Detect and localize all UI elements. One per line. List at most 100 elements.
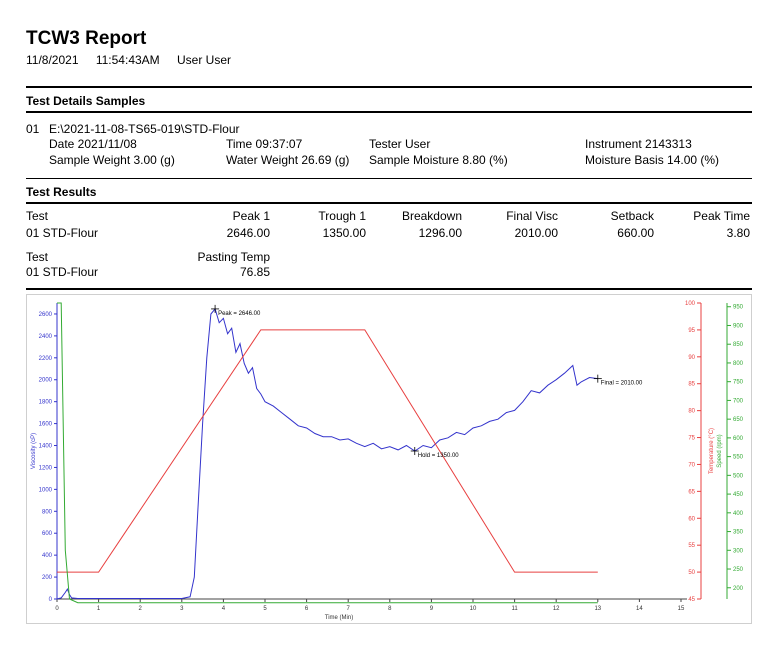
- results-header-breakdown: Breakdown: [401, 209, 462, 223]
- y-temp-tick-label: 65: [688, 489, 695, 495]
- divider: [26, 202, 752, 204]
- x-tick-label: 5: [263, 606, 267, 612]
- series-line-temperature: [57, 329, 598, 573]
- y-speed-tick-label: 700: [733, 398, 744, 404]
- sample-path: E:\2021-11-08-TS65-019\STD-Flour: [49, 122, 240, 136]
- x-axis-title: Time (Min): [325, 615, 353, 621]
- y-temp-tick-label: 45: [688, 597, 695, 603]
- y-temp-tick-label: 85: [688, 382, 695, 388]
- y-temp-tick-label: 100: [685, 301, 696, 307]
- results-header-trough: Trough 1: [318, 209, 366, 223]
- water-weight: Water Weight 26.69 (g): [226, 153, 350, 167]
- sample-instrument: Instrument 2143313: [585, 137, 692, 151]
- y-speed-tick-label: 750: [733, 380, 744, 386]
- y-temp-tick-label: 55: [688, 543, 695, 549]
- y-left-tick-label: 1200: [39, 465, 53, 471]
- y-temp-tick-label: 70: [688, 462, 695, 468]
- x-tick-label: 11: [511, 606, 518, 612]
- x-tick-label: 4: [222, 606, 226, 612]
- y-left-title: Viscosity (cP): [31, 433, 37, 469]
- y-speed-tick-label: 350: [733, 530, 744, 536]
- x-tick-label: 8: [388, 606, 392, 612]
- y-temp-tick-label: 80: [688, 409, 695, 415]
- results-cell-test: 01 STD-Flour: [26, 226, 99, 240]
- sample-tester: Tester User: [369, 137, 431, 151]
- y-temp-tick-label: 50: [688, 570, 695, 576]
- x-tick-label: 2: [139, 606, 143, 612]
- y-speed-tick-label: 800: [733, 361, 744, 367]
- report-date: 11/8/2021: [26, 53, 79, 67]
- y-left-tick-label: 200: [42, 575, 53, 581]
- results-heading: Test Results: [26, 185, 97, 199]
- y-left-tick-label: 1800: [39, 400, 53, 406]
- x-tick-label: 9: [430, 606, 434, 612]
- y-left-tick-label: 2200: [39, 356, 53, 362]
- y-temp-tick-label: 90: [688, 355, 695, 361]
- y-left-tick-label: 2000: [39, 378, 53, 384]
- divider: [26, 111, 752, 113]
- y-speed-tick-label: 450: [733, 492, 744, 498]
- y-temp-title: Temperature (°C): [709, 428, 715, 474]
- y-speed-tick-label: 550: [733, 455, 744, 461]
- x-tick-label: 14: [636, 606, 643, 612]
- y-temp-tick-label: 75: [688, 436, 695, 442]
- y-speed-title: Speed (rpm): [717, 434, 723, 467]
- y-left-tick-label: 1400: [39, 444, 53, 450]
- annotation-label: Hold = 1350.00: [418, 453, 460, 459]
- y-left-tick-label: 1000: [39, 487, 53, 493]
- x-tick-label: 0: [55, 606, 59, 612]
- results-header-test: Test: [26, 209, 49, 223]
- results-cell-peak: 2646.00: [226, 226, 270, 240]
- annotation-label: Peak = 2646.00: [218, 311, 261, 317]
- y-speed-tick-label: 250: [733, 567, 744, 573]
- sample-index: 01: [26, 122, 40, 136]
- y-speed-tick-label: 650: [733, 417, 744, 423]
- series-line-viscosity: [56, 307, 598, 600]
- y-left-tick-label: 600: [42, 531, 53, 537]
- details-heading: Test Details Samples: [26, 94, 146, 108]
- results-header-setback: Setback: [610, 209, 654, 223]
- divider: [26, 288, 752, 290]
- y-left-tick-label: 2400: [39, 334, 53, 340]
- results-header-peak: Peak 1: [232, 209, 270, 223]
- results-header-final-visc: Final Visc: [506, 209, 558, 223]
- results2-header-pasting-temp: Pasting Temp: [197, 250, 271, 264]
- results-cell-setback: 660.00: [617, 226, 654, 240]
- y-speed-tick-label: 900: [733, 323, 744, 329]
- y-left-tick-label: 2600: [39, 312, 53, 318]
- x-tick-label: 6: [305, 606, 309, 612]
- y-left-tick-label: 1600: [39, 422, 53, 428]
- report-time: 11:54:43AM: [95, 53, 160, 67]
- sample-date: Date 2021/11/08: [49, 137, 137, 151]
- x-tick-label: 12: [553, 606, 560, 612]
- report-title: TCW3 Report: [26, 28, 147, 49]
- moisture-basis: Moisture Basis 14.00 (%): [585, 153, 720, 167]
- report-user: User User: [177, 53, 232, 67]
- series-line-speed: [57, 302, 598, 604]
- x-tick-label: 1: [97, 606, 101, 612]
- x-tick-label: 10: [470, 606, 477, 612]
- y-speed-tick-label: 400: [733, 511, 744, 517]
- y-speed-tick-label: 850: [733, 342, 744, 348]
- sample-weight: Sample Weight 3.00 (g): [49, 153, 175, 167]
- y-temp-tick-label: 95: [688, 328, 695, 334]
- x-tick-label: 13: [594, 606, 601, 612]
- divider: [26, 86, 752, 88]
- results-cell-trough: 1350.00: [322, 226, 366, 240]
- x-tick-label: 15: [678, 606, 685, 612]
- sample-time: Time 09:37:07: [226, 137, 303, 151]
- results-cell-peak-time: 3.80: [726, 226, 750, 240]
- y-speed-tick-label: 200: [733, 586, 744, 592]
- results-cell-final-visc: 2010.00: [514, 226, 558, 240]
- y-left-tick-label: 400: [42, 553, 53, 559]
- y-speed-tick-label: 950: [733, 305, 744, 311]
- rva-chart: 0 1 2 3 4 5 6 7 8 9 10 11 12 13 14 15 Time (Min) 0 200 400 6…: [26, 294, 752, 624]
- y-left-tick-label: 0: [49, 597, 53, 603]
- y-speed-tick-label: 600: [733, 436, 744, 442]
- y-speed-tick-label: 500: [733, 473, 744, 479]
- annotation-label: Final = 2010.00: [601, 381, 643, 387]
- results-header-peak-time: Peak Time: [693, 209, 750, 223]
- x-tick-label: 7: [347, 606, 351, 612]
- results2-header-test: Test: [26, 250, 49, 264]
